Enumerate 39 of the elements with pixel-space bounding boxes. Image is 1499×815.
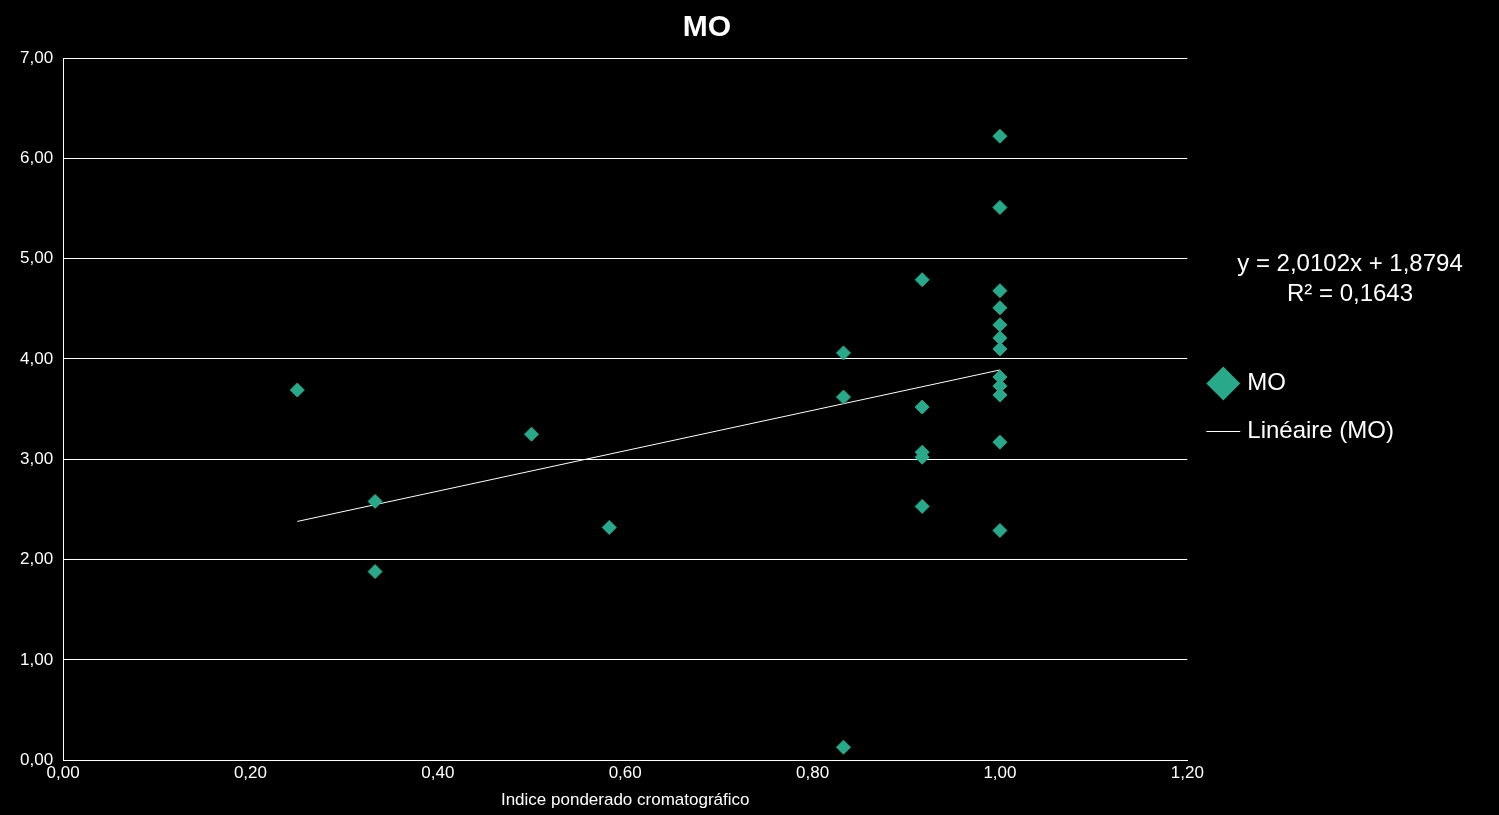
point bbox=[992, 522, 1008, 538]
x-tick-label: 1,00 bbox=[983, 763, 1017, 783]
point bbox=[992, 330, 1008, 346]
point bbox=[524, 426, 540, 442]
point bbox=[835, 345, 851, 361]
point bbox=[289, 382, 305, 398]
y-tick-label: 3,00 bbox=[19, 448, 54, 468]
legend-label: MO bbox=[1247, 368, 1286, 396]
text: R² = 0,1643 bbox=[1285, 278, 1415, 308]
x-tick-label: 0,40 bbox=[421, 763, 455, 783]
point bbox=[992, 128, 1008, 144]
point bbox=[992, 199, 1008, 215]
y-tick-label: 6,00 bbox=[19, 148, 54, 167]
x-tick-label: 0,80 bbox=[796, 763, 830, 783]
point bbox=[367, 564, 383, 580]
y-tick-label: 4,00 bbox=[19, 348, 54, 368]
point bbox=[835, 389, 851, 405]
point bbox=[992, 317, 1008, 333]
point bbox=[835, 739, 851, 755]
x-axis-title: Indice ponderado cromatográfico bbox=[500, 790, 750, 810]
point bbox=[914, 272, 930, 288]
x-tick-label: 0,60 bbox=[608, 763, 642, 783]
point bbox=[992, 283, 1008, 299]
y-tick-label: 2,00 bbox=[19, 549, 54, 569]
point bbox=[992, 341, 1008, 357]
chart-title: MO bbox=[682, 9, 732, 43]
y-tick-label: 5,00 bbox=[19, 248, 54, 268]
x-tick-label: 0,20 bbox=[233, 763, 267, 783]
legend-label: Linéaire (MO) bbox=[1247, 416, 1395, 444]
point bbox=[914, 498, 930, 514]
y-tick-label: 7,00 bbox=[19, 47, 54, 67]
x-tick-label: 1,20 bbox=[1170, 763, 1204, 783]
point bbox=[992, 434, 1008, 450]
point bbox=[601, 519, 617, 535]
point bbox=[914, 399, 930, 415]
text: y = 2,0102x + 1,8794 bbox=[1236, 248, 1464, 278]
point bbox=[992, 300, 1008, 316]
point bbox=[367, 493, 383, 509]
y-tick-label: 1,00 bbox=[19, 649, 54, 669]
